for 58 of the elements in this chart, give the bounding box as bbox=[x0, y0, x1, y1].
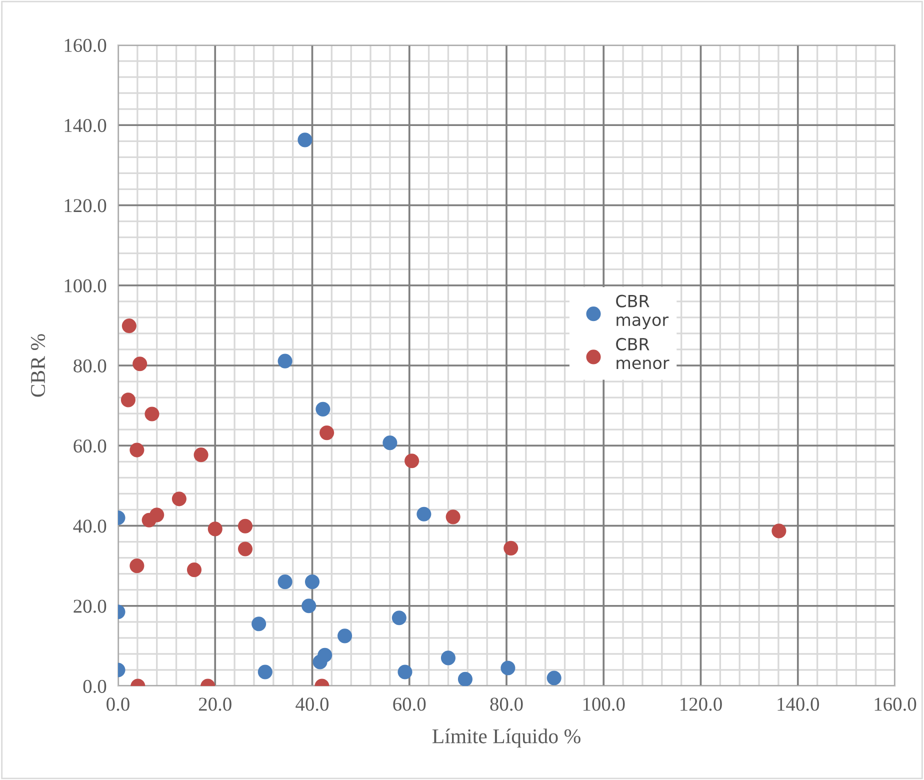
point bbox=[546, 670, 562, 686]
point bbox=[122, 318, 136, 334]
point bbox=[130, 558, 144, 574]
point bbox=[132, 356, 148, 372]
point bbox=[120, 392, 136, 408]
x-tick-label: 0.0 bbox=[106, 698, 130, 711]
point bbox=[302, 598, 316, 614]
point bbox=[304, 574, 320, 590]
y-tick-label: 60.0 bbox=[74, 439, 106, 453]
point bbox=[238, 542, 253, 556]
point bbox=[278, 354, 292, 368]
point bbox=[316, 402, 330, 416]
x-tick-label: 160.0 bbox=[874, 698, 916, 711]
point bbox=[318, 648, 332, 662]
point bbox=[142, 512, 156, 528]
legend-label: CBR menor bbox=[616, 338, 670, 370]
x-tick-label: 60.0 bbox=[393, 698, 426, 711]
y-tick-label: 160.0 bbox=[64, 38, 106, 52]
point bbox=[172, 492, 186, 506]
point bbox=[398, 664, 412, 680]
point bbox=[458, 672, 473, 686]
y-axis-title: CBR % bbox=[30, 334, 46, 397]
point bbox=[392, 610, 406, 626]
point bbox=[238, 518, 253, 534]
y-tick-label: 80.0 bbox=[74, 359, 106, 373]
point bbox=[404, 454, 420, 468]
point bbox=[130, 442, 144, 458]
point bbox=[440, 650, 456, 666]
x-tick-label: 120.0 bbox=[680, 698, 722, 711]
point bbox=[772, 524, 786, 538]
y-tick-label: 0.0 bbox=[83, 680, 106, 694]
y-tick-label: 40.0 bbox=[73, 520, 106, 533]
point bbox=[382, 436, 398, 450]
x-tick-label: 20.0 bbox=[198, 698, 232, 711]
y-tick-label: 120.0 bbox=[64, 199, 106, 212]
point bbox=[500, 660, 516, 676]
point bbox=[258, 664, 272, 680]
point bbox=[298, 132, 312, 148]
point bbox=[446, 510, 460, 524]
point bbox=[504, 540, 518, 556]
y-tick-label: 100.0 bbox=[64, 279, 106, 292]
legend-label: CBR mayor bbox=[616, 294, 669, 330]
y-tick-label: 140.0 bbox=[64, 118, 106, 132]
x-tick-label: 80.0 bbox=[490, 698, 523, 711]
point bbox=[252, 616, 266, 632]
point bbox=[208, 522, 222, 536]
y-tick-label: 20.0 bbox=[74, 600, 106, 613]
point bbox=[320, 426, 334, 440]
x-axis-title: Límite Líquido % bbox=[432, 728, 580, 748]
x-tick-label: 40.0 bbox=[296, 698, 329, 711]
point bbox=[144, 406, 160, 422]
point bbox=[278, 574, 292, 590]
point bbox=[186, 562, 202, 578]
point bbox=[338, 628, 352, 644]
point bbox=[416, 506, 432, 522]
point bbox=[194, 448, 208, 462]
x-tick-label: 100.0 bbox=[583, 698, 625, 711]
x-tick-label: 140.0 bbox=[778, 698, 820, 711]
